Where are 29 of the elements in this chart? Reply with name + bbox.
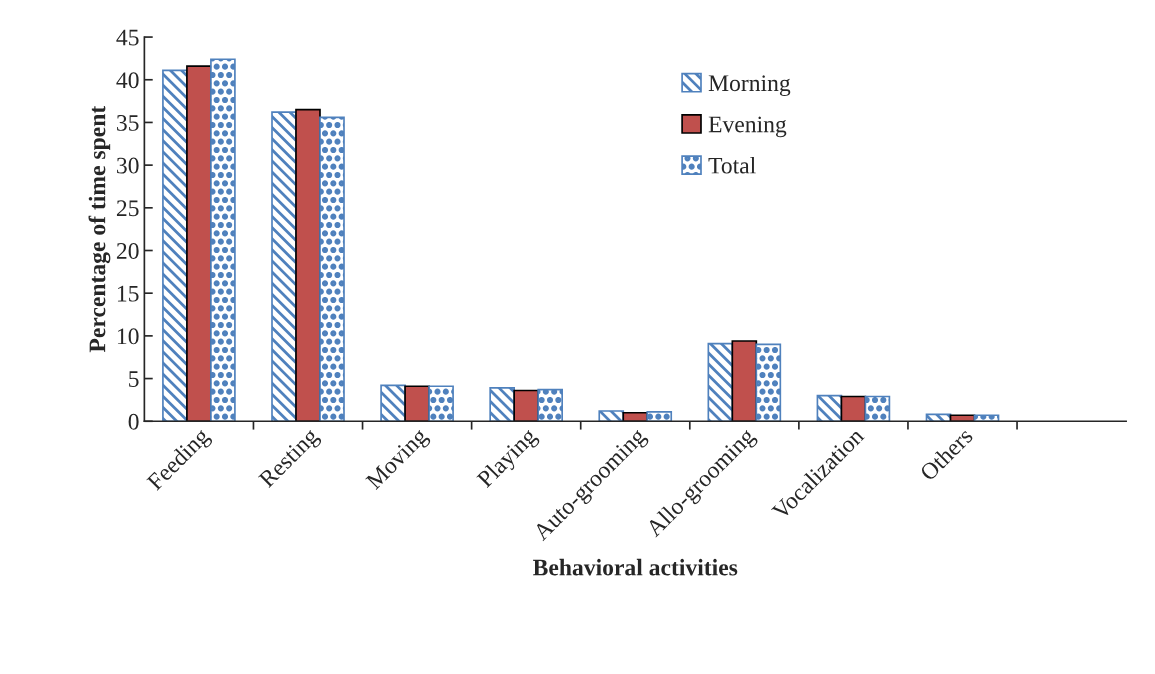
- bar: [271, 111, 297, 422]
- y-tick-label: 20: [116, 242, 139, 259]
- bar: [162, 69, 188, 422]
- y-tick-label: 35: [117, 115, 139, 131]
- bar: [319, 116, 345, 422]
- bar: [864, 395, 891, 422]
- y-tick-label: 10: [117, 328, 139, 345]
- y-tick-label: 45: [116, 29, 139, 46]
- bar: [186, 65, 212, 422]
- bar: [646, 411, 673, 422]
- y-tick-label: 0: [128, 413, 139, 430]
- bar: [404, 385, 430, 422]
- bar: [295, 108, 321, 422]
- bar: [537, 388, 563, 422]
- legend-label: Total: [708, 156, 756, 174]
- bar: [755, 343, 782, 422]
- bar: [428, 385, 454, 422]
- y-tick-label: 5: [129, 371, 139, 387]
- legend-label: Morning: [708, 75, 791, 97]
- y-tick-label: 40: [116, 72, 139, 89]
- y-tick-label: 15: [117, 285, 139, 302]
- bar: [707, 342, 734, 422]
- bar: [489, 387, 516, 422]
- legend-label: Evening: [708, 116, 787, 138]
- x-axis-title: Behavioral activities: [533, 558, 738, 576]
- y-tick-label: 30: [117, 157, 139, 174]
- y-tick-label: 25: [116, 200, 139, 217]
- y-axis-title: Percentage of time spent: [88, 105, 111, 353]
- bar: [210, 58, 236, 422]
